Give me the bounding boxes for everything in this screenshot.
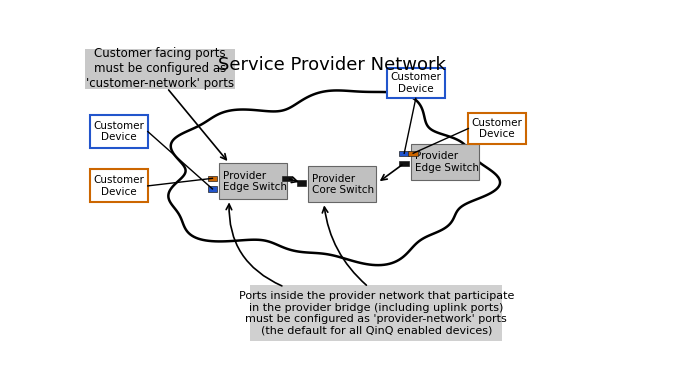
FancyBboxPatch shape <box>297 180 306 185</box>
FancyBboxPatch shape <box>219 163 287 200</box>
Polygon shape <box>168 91 500 265</box>
FancyBboxPatch shape <box>207 176 217 181</box>
FancyBboxPatch shape <box>90 169 148 203</box>
FancyBboxPatch shape <box>250 285 502 341</box>
Text: Ports inside the provider network that participate
in the provider bridge (inclu: Ports inside the provider network that p… <box>239 291 514 336</box>
FancyBboxPatch shape <box>207 186 217 192</box>
FancyBboxPatch shape <box>468 113 526 143</box>
Text: Service Provider Network: Service Provider Network <box>218 56 445 74</box>
Text: Provider
Edge Switch: Provider Edge Switch <box>415 151 479 172</box>
Text: Customer
Device: Customer Device <box>94 121 144 142</box>
FancyBboxPatch shape <box>408 151 418 156</box>
Text: Customer
Device: Customer Device <box>472 118 523 139</box>
FancyBboxPatch shape <box>411 143 479 180</box>
Text: Provider
Core Switch: Provider Core Switch <box>313 174 374 195</box>
FancyBboxPatch shape <box>308 166 376 203</box>
Text: Provider
Edge Switch: Provider Edge Switch <box>223 171 287 192</box>
FancyBboxPatch shape <box>90 115 148 148</box>
FancyBboxPatch shape <box>85 49 235 89</box>
Text: Customer
Device: Customer Device <box>94 175 144 197</box>
FancyBboxPatch shape <box>282 176 292 181</box>
FancyBboxPatch shape <box>399 151 409 156</box>
Text: Customer
Device: Customer Device <box>391 73 441 94</box>
Text: Customer facing ports
must be configured as
'customer-network' ports: Customer facing ports must be configured… <box>85 47 234 91</box>
FancyBboxPatch shape <box>399 161 409 166</box>
FancyBboxPatch shape <box>387 68 445 98</box>
